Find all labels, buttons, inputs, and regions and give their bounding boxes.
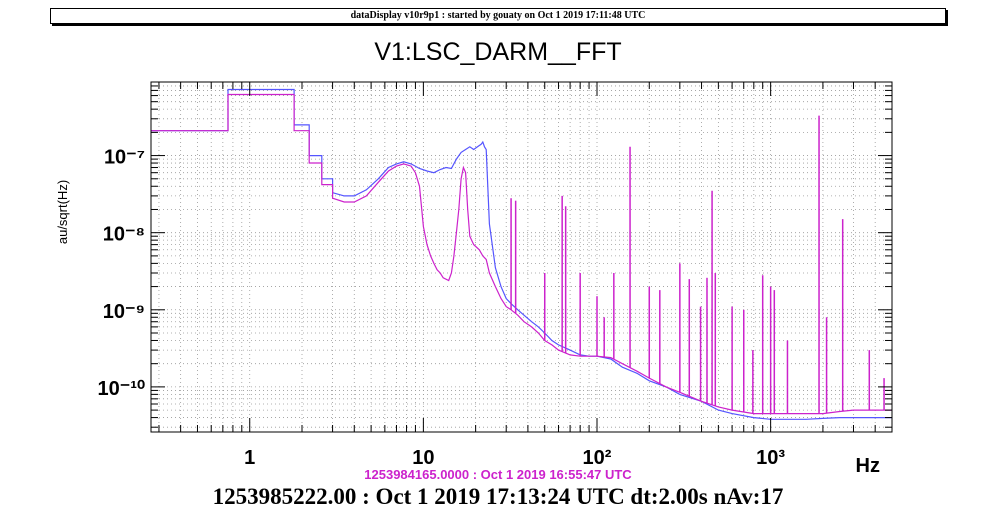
y-tick-label: 10⁻⁸ [103,224,145,246]
axis-layer: 1 10 10² 10³ 10⁻¹⁰ 10⁻⁹ 10⁻⁸ 10⁻⁷ au/sqrt(Hz) Hz [55,81,893,477]
y-tick-label: 10⁻⁹ [103,301,145,323]
x-tick-label: 10³ [756,447,785,469]
series-layer [151,88,892,420]
header-bar: dataDisplay v10r9p1 : started by gouaty … [50,8,946,24]
plot-frame [150,81,893,433]
x-tick-label: 1 [244,447,255,469]
y-tick-label: 10⁻⁷ [104,147,145,169]
grid-layer [151,81,893,432]
header-text: dataDisplay v10r9p1 : started by gouaty … [350,10,646,21]
series-line-1 [151,93,892,415]
y-axis-label: au/sqrt(Hz) [55,180,70,244]
y-tick-label: 10⁻¹⁰ [98,378,145,400]
footer-label: 1253985222.00 : Oct 1 2019 17:13:24 UTC … [212,484,784,509]
chart-title: V1:LSC_DARM__FFT [374,38,622,66]
x-axis-label: Hz [856,455,880,477]
x-tick-label: 10 [412,447,434,469]
reference-trace-label: 1253984165.0000 : Oct 1 2019 16:55:47 UT… [364,467,632,482]
x-tick-label: 10² [583,447,612,469]
series-line-0 [151,88,892,420]
